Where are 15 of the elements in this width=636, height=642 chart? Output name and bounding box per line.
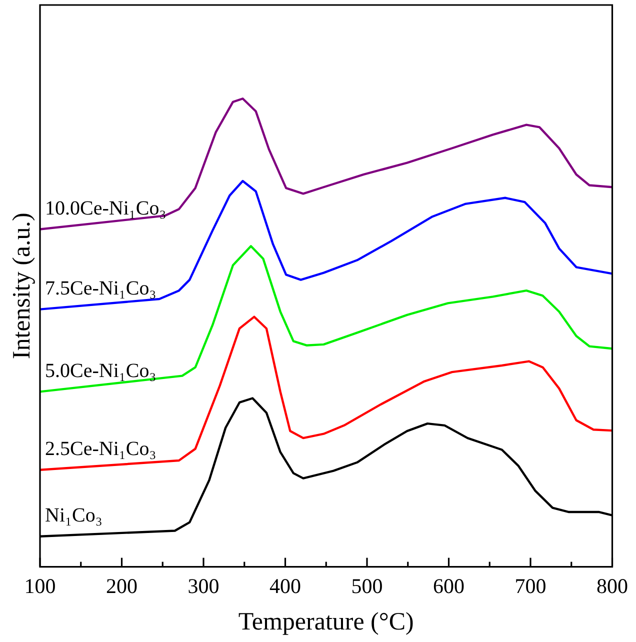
- series-label: 2.5Ce-Ni₁Co₃: [45, 438, 156, 460]
- series-label: 10.0Ce-Ni₁Co₃: [45, 198, 166, 220]
- series-label: Ni₁Co₃: [45, 504, 102, 527]
- x-tick-label: 200: [106, 574, 138, 598]
- series-label: 7.5Ce-Ni₁Co₃: [45, 278, 156, 300]
- x-tick-label: 300: [188, 574, 220, 598]
- x-tick-label: 100: [24, 574, 56, 598]
- x-axis-title: Temperature (°C): [238, 608, 414, 636]
- y-axis-title: Intensity (a.u.): [8, 212, 36, 360]
- x-tick-label: 400: [270, 574, 301, 598]
- x-tick-label: 600: [433, 574, 464, 598]
- x-tick-label: 800: [596, 574, 628, 598]
- x-tick-label: 700: [514, 574, 546, 598]
- x-tick-label: 500: [351, 574, 383, 598]
- series-label: 5.0Ce-Ni₁Co₃: [45, 360, 156, 382]
